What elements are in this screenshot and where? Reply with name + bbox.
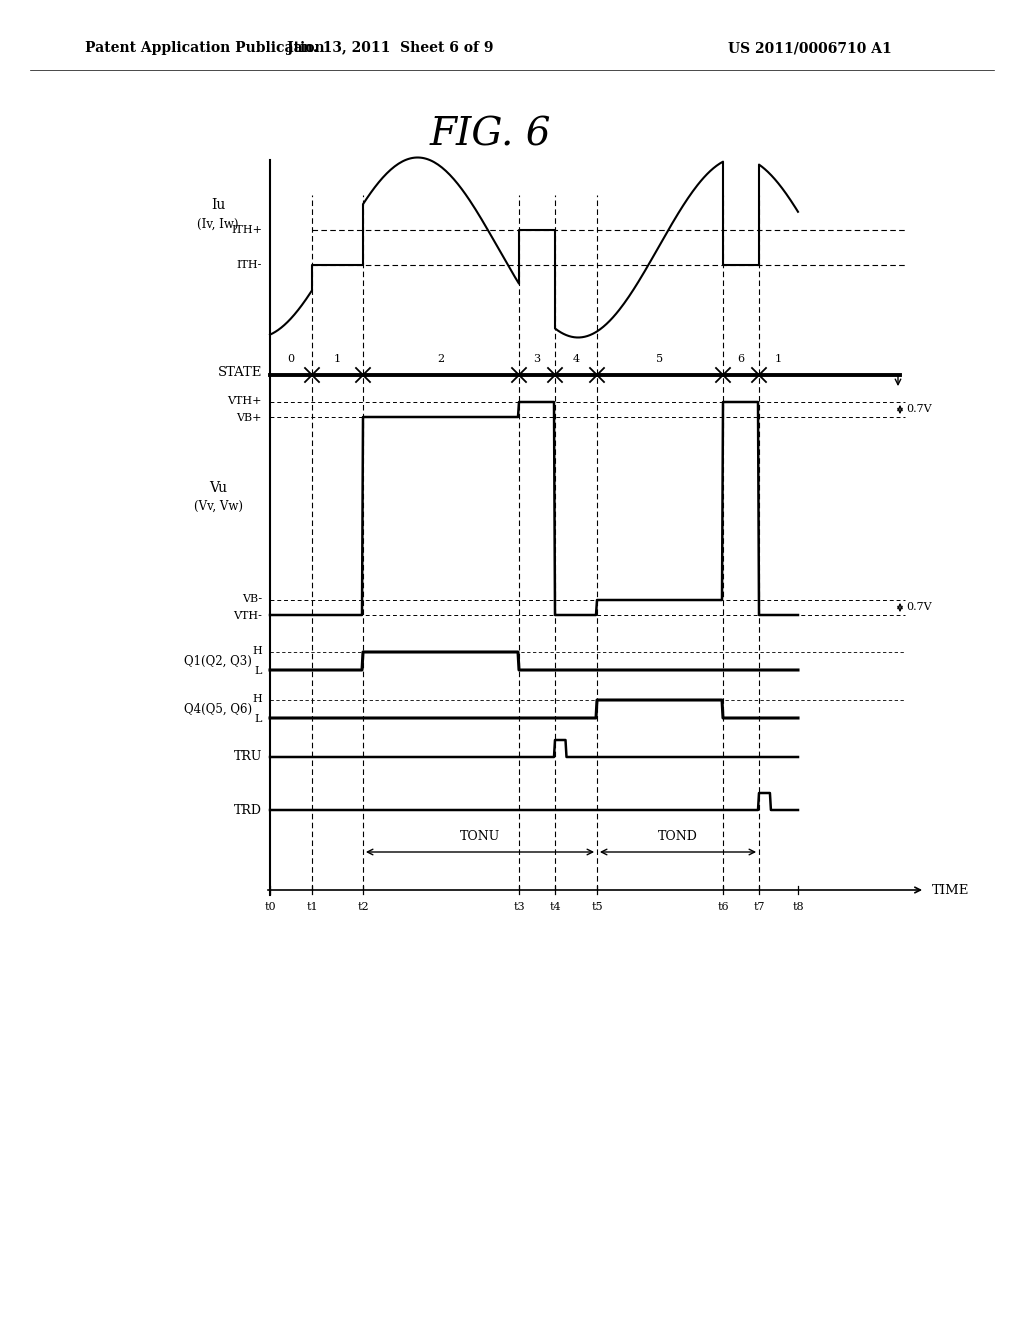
Text: VB+: VB+ xyxy=(237,413,262,422)
Text: STATE: STATE xyxy=(218,367,262,380)
Text: 3: 3 xyxy=(534,354,541,364)
Text: 2: 2 xyxy=(437,354,444,364)
Text: ITH-: ITH- xyxy=(237,260,262,271)
Text: Jan. 13, 2011  Sheet 6 of 9: Jan. 13, 2011 Sheet 6 of 9 xyxy=(287,41,494,55)
Text: VTH-: VTH- xyxy=(233,611,262,620)
Text: FIG. 6: FIG. 6 xyxy=(429,116,551,153)
Text: TOND: TOND xyxy=(658,830,698,843)
Text: US 2011/0006710 A1: US 2011/0006710 A1 xyxy=(728,41,892,55)
Text: TRU: TRU xyxy=(233,751,262,763)
Text: 1: 1 xyxy=(775,354,782,364)
Text: t4: t4 xyxy=(549,902,561,912)
Text: (Vv, Vw): (Vv, Vw) xyxy=(194,499,243,512)
Text: TIME: TIME xyxy=(932,883,970,896)
Text: H: H xyxy=(252,694,262,704)
Text: t3: t3 xyxy=(513,902,525,912)
Text: t7: t7 xyxy=(754,902,765,912)
Text: TONU: TONU xyxy=(460,830,500,843)
Text: L: L xyxy=(255,714,262,723)
Text: Q1(Q2, Q3): Q1(Q2, Q3) xyxy=(184,655,252,668)
Text: 1: 1 xyxy=(334,354,341,364)
Text: t1: t1 xyxy=(306,902,317,912)
Text: VTH+: VTH+ xyxy=(227,396,262,407)
Text: VB-: VB- xyxy=(242,594,262,605)
Text: t8: t8 xyxy=(793,902,804,912)
Text: ITH+: ITH+ xyxy=(231,224,262,235)
Text: 0: 0 xyxy=(288,354,295,364)
Text: L: L xyxy=(255,667,262,676)
Text: t6: t6 xyxy=(717,902,729,912)
Text: t0: t0 xyxy=(264,902,275,912)
Text: (Iv, Iw): (Iv, Iw) xyxy=(198,218,239,231)
Text: 0.7V: 0.7V xyxy=(906,602,932,612)
Text: Patent Application Publication: Patent Application Publication xyxy=(85,41,325,55)
Text: H: H xyxy=(252,645,262,656)
Text: 0.7V: 0.7V xyxy=(906,404,932,414)
Text: 5: 5 xyxy=(656,354,664,364)
Text: Vu: Vu xyxy=(209,480,227,495)
Text: Iu: Iu xyxy=(211,198,225,213)
Text: TRD: TRD xyxy=(234,804,262,817)
Text: 6: 6 xyxy=(737,354,744,364)
Text: 4: 4 xyxy=(572,354,580,364)
Text: Q4(Q5, Q6): Q4(Q5, Q6) xyxy=(184,702,252,715)
Text: t2: t2 xyxy=(357,902,369,912)
Text: t5: t5 xyxy=(591,902,603,912)
